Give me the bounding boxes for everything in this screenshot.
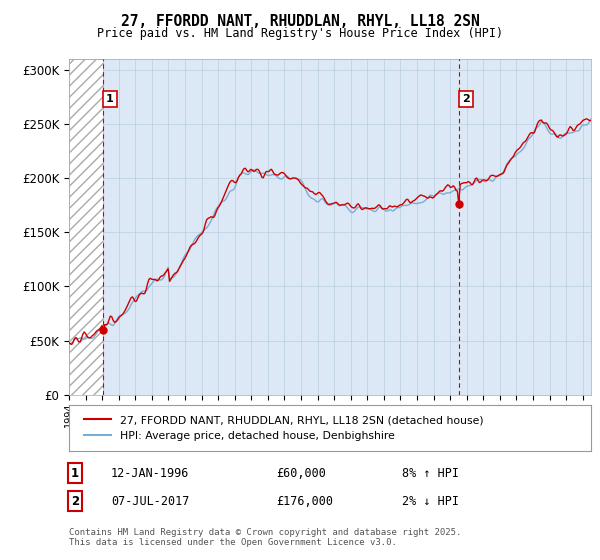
Legend: 27, FFORDD NANT, RHUDDLAN, RHYL, LL18 2SN (detached house), HPI: Average price, : 27, FFORDD NANT, RHUDDLAN, RHYL, LL18 2S…	[80, 410, 488, 445]
Text: 07-JUL-2017: 07-JUL-2017	[111, 494, 190, 508]
Text: 2% ↓ HPI: 2% ↓ HPI	[402, 494, 459, 508]
Text: 27, FFORDD NANT, RHUDDLAN, RHYL, LL18 2SN: 27, FFORDD NANT, RHUDDLAN, RHYL, LL18 2S…	[121, 14, 479, 29]
Text: £176,000: £176,000	[276, 494, 333, 508]
Text: 1: 1	[71, 466, 79, 480]
Bar	[69, 59, 103, 395]
Text: 2: 2	[71, 494, 79, 508]
Text: 1: 1	[106, 94, 114, 104]
Text: 2: 2	[462, 94, 470, 104]
Text: 8% ↑ HPI: 8% ↑ HPI	[402, 466, 459, 480]
Text: 12-JAN-1996: 12-JAN-1996	[111, 466, 190, 480]
Text: Contains HM Land Registry data © Crown copyright and database right 2025.
This d: Contains HM Land Registry data © Crown c…	[69, 528, 461, 547]
Text: Price paid vs. HM Land Registry's House Price Index (HPI): Price paid vs. HM Land Registry's House …	[97, 27, 503, 40]
Text: £60,000: £60,000	[276, 466, 326, 480]
